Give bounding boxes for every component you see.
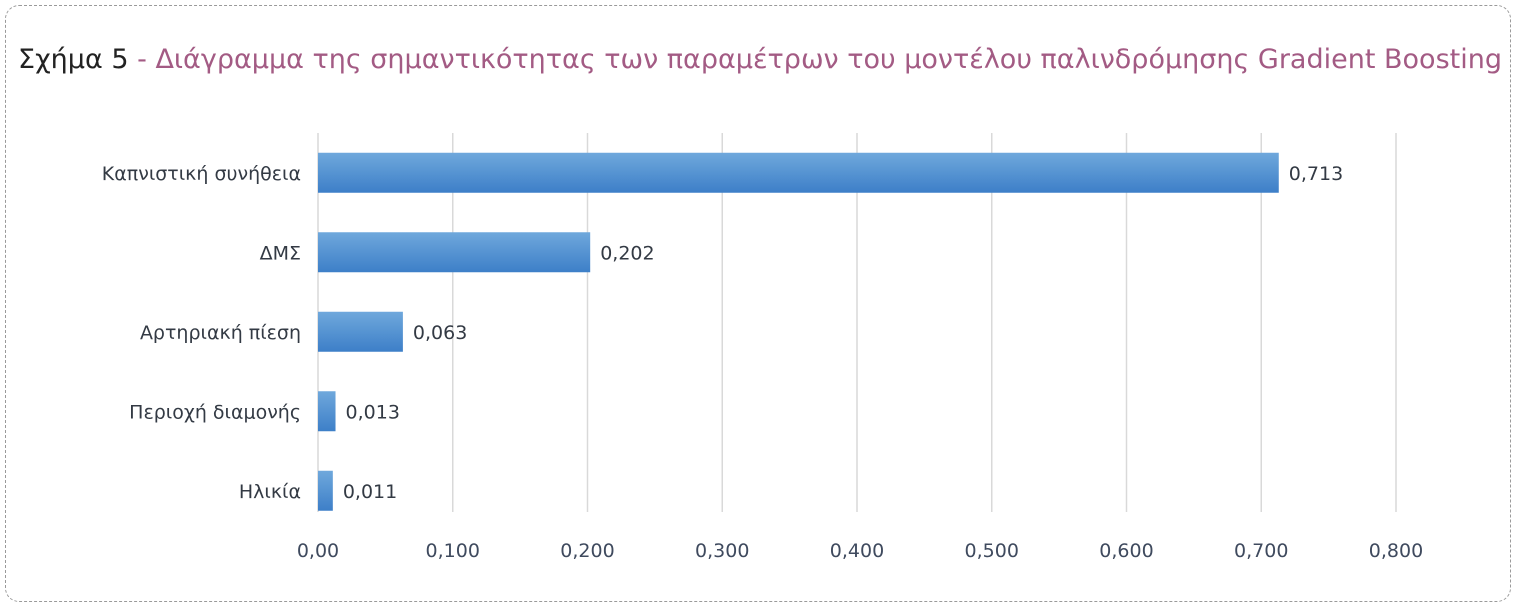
data-label: 0,063 <box>413 322 467 344</box>
category-label: Αρτηριακή πίεση <box>140 322 301 344</box>
gridlines <box>317 133 1397 512</box>
category-label: Καπνιστική συνήθεια <box>102 163 301 185</box>
x-tick-label: 0,700 <box>1234 540 1288 562</box>
bar <box>318 152 1279 193</box>
chart-title: Διάγραμμα της σημαντικότητας των παραμέτ… <box>155 44 1502 75</box>
bars <box>318 152 1279 511</box>
figure-number: Σχήμα 5 <box>18 44 129 75</box>
x-tick-label: 0,400 <box>830 540 884 562</box>
category-label: Περιοχή διαμονής <box>129 401 301 423</box>
figure-title: Σχήμα 5 - Διάγραμμα της σημαντικότητας τ… <box>0 44 1520 75</box>
data-label: 0,713 <box>1289 163 1343 185</box>
x-tick-label: 0,500 <box>965 540 1019 562</box>
x-tick-label: 0,100 <box>426 540 480 562</box>
labels: 0,00 0,100 0,200 0,300 0,400 0,500 0,600 0,700 0… <box>102 163 1423 562</box>
figure-frame <box>5 5 1511 602</box>
x-tick-label: 0,300 <box>695 540 749 562</box>
data-label: 0,202 <box>600 242 654 264</box>
category-label: ΔΜΣ <box>260 242 301 264</box>
category-label: Ηλικία <box>239 481 301 503</box>
x-tick-label: 0,00 <box>297 540 339 562</box>
x-tick-label: 0,600 <box>1099 540 1153 562</box>
bar <box>318 311 403 352</box>
x-tick-label: 0,200 <box>560 540 614 562</box>
data-label: 0,013 <box>346 401 400 423</box>
bar <box>318 232 591 273</box>
x-tick-label: 0,800 <box>1369 540 1423 562</box>
data-label: 0,011 <box>343 481 397 503</box>
bar <box>318 470 333 511</box>
bar <box>318 391 336 432</box>
figure-separator: - <box>128 44 156 75</box>
